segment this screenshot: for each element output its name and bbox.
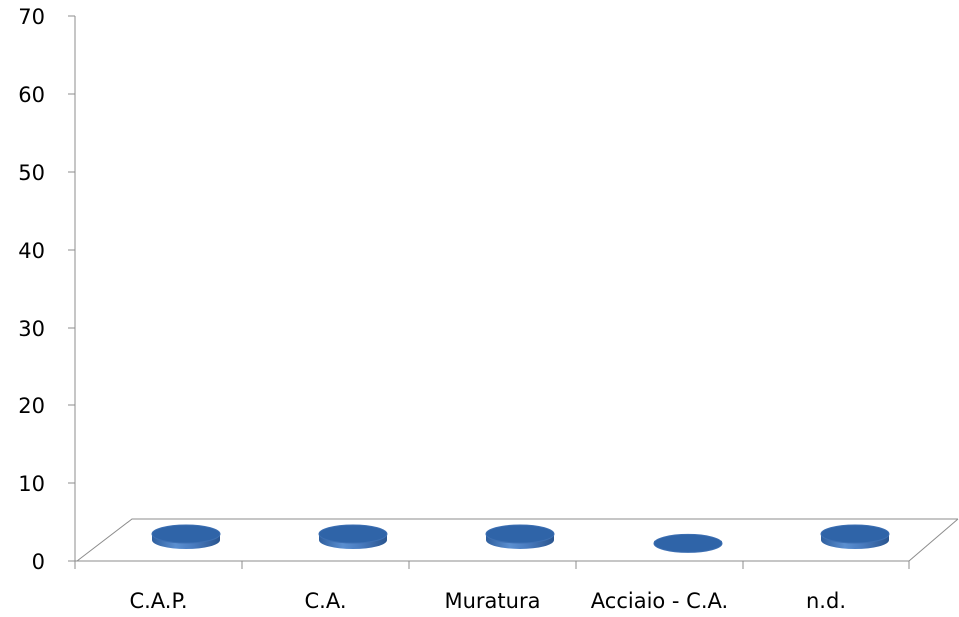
y-tick-label: 50	[18, 161, 45, 185]
y-tick-label: 0	[32, 550, 45, 574]
bar-top	[653, 533, 723, 553]
y-tick-label: 20	[18, 394, 45, 418]
x-tick-label: Acciaio - C.A.	[591, 589, 728, 613]
bar-top	[318, 524, 388, 544]
x-tick-label: n.d.	[806, 589, 846, 613]
floor-plane	[76, 518, 959, 562]
bar-top	[151, 524, 221, 544]
bar-cylinder	[653, 533, 723, 553]
y-tick-label: 70	[18, 5, 45, 29]
bar-top	[820, 524, 890, 544]
bar-cylinder	[485, 524, 555, 549]
bars	[151, 524, 890, 553]
y-axis: 0 10 20 30 40 50 60 70	[18, 5, 76, 574]
y-tick-label: 10	[18, 472, 45, 496]
floor-back-edge	[76, 518, 958, 562]
bar-top	[485, 524, 555, 544]
bar-cylinder	[318, 524, 388, 549]
x-axis: C.A.P. C.A. Muratura Acciaio - C.A. n.d.	[74, 560, 910, 613]
y-tick-label: 40	[18, 239, 45, 263]
bar-cylinder	[820, 524, 890, 549]
floor-right-edge	[908, 518, 959, 562]
x-tick-label: C.A.	[304, 589, 346, 613]
y-tick-label: 30	[18, 317, 45, 341]
y-tick-label: 60	[18, 83, 45, 107]
x-tick-label: C.A.P.	[129, 589, 187, 613]
bar-cylinder	[151, 524, 221, 549]
x-tick-label: Muratura	[445, 589, 541, 613]
